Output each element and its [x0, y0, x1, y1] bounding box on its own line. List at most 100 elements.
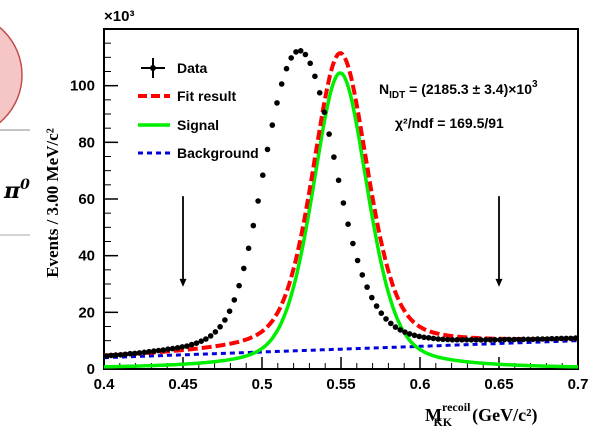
data-point	[207, 333, 214, 339]
data-point	[354, 257, 361, 264]
data-point	[383, 316, 389, 322]
data-point	[260, 172, 266, 178]
y-axis-label: Events / 3.00 MeV/c²	[43, 128, 62, 278]
data-point	[283, 65, 290, 72]
data-point	[568, 335, 574, 342]
data-point	[264, 146, 271, 153]
data-point	[236, 282, 242, 289]
y-tick-label: 60	[78, 191, 95, 208]
data-point	[459, 337, 465, 343]
data-point	[539, 336, 546, 342]
data-point	[326, 131, 332, 137]
data-point	[563, 335, 569, 342]
data-point	[430, 335, 437, 342]
data-point	[307, 60, 314, 67]
data-point	[179, 344, 185, 350]
data-point	[402, 329, 408, 336]
data-point	[226, 308, 233, 315]
data-point	[217, 324, 223, 330]
data-point	[136, 350, 143, 356]
data-point	[255, 198, 261, 204]
data-point	[193, 340, 200, 347]
data-point	[103, 353, 110, 359]
data-point	[174, 345, 181, 351]
data-point	[397, 327, 404, 333]
data-point	[435, 336, 442, 342]
x-tick-label: 0.4	[94, 376, 116, 393]
data-point	[473, 337, 479, 343]
data-point	[241, 265, 247, 272]
data-point	[160, 347, 166, 353]
data-point	[416, 333, 423, 340]
data-point	[497, 337, 503, 343]
axes: 0.4 0.45 0.5 0.55 0.6 0.65 0.7 0 20 40 60 80 100	[70, 28, 589, 393]
selection-arrow-head	[495, 278, 503, 287]
data-point	[312, 73, 318, 80]
data-point	[132, 350, 138, 357]
legend-label-fit: Fit result	[177, 88, 236, 104]
y-tick-label: 100	[70, 78, 95, 95]
data-point	[511, 336, 517, 343]
data-point	[146, 348, 152, 355]
data-point	[321, 109, 328, 116]
pi0-symbol: π0	[3, 177, 30, 204]
data-point	[534, 336, 541, 342]
data-point	[222, 317, 228, 323]
data-point	[203, 336, 209, 342]
legend-data-marker	[141, 58, 165, 78]
legend-label-background: Background	[177, 145, 259, 161]
data-point	[520, 336, 527, 343]
legend: Data Fit result Signal Background	[138, 58, 259, 161]
data-point	[411, 332, 418, 339]
data-point	[184, 343, 190, 349]
x-tick-label: 0.65	[484, 376, 513, 393]
data-point	[231, 297, 238, 303]
data-point	[449, 337, 456, 343]
data-point	[406, 331, 413, 337]
data-point	[122, 351, 129, 358]
x-tick-label: 0.45	[168, 376, 197, 393]
data-point	[350, 240, 356, 247]
data-point	[293, 49, 299, 55]
data-point	[269, 122, 276, 128]
data-point	[340, 200, 347, 206]
data-point	[331, 154, 337, 160]
fit-curves	[103, 51, 579, 369]
data-point	[444, 336, 451, 343]
data-point	[373, 303, 380, 309]
y-tick-label: 20	[78, 304, 95, 321]
y-multiplier: ×10³	[104, 8, 134, 25]
x-tick-label: 0.55	[326, 376, 355, 393]
x-axis-label: Mrecoil KK (GeV/c²)	[425, 400, 537, 429]
annotation-n-idt: NIDT = (2185.3 ± 3.4)×103	[379, 79, 538, 101]
data-point	[525, 336, 531, 343]
data-point	[288, 55, 295, 61]
annotation-chi2: χ²/ndf = 169.5/91	[395, 115, 504, 131]
data-point	[516, 336, 522, 343]
data-point	[454, 337, 460, 343]
data-points	[103, 48, 579, 359]
data-point	[558, 335, 565, 342]
clipped-pink-circle	[0, 26, 23, 124]
data-point	[250, 222, 257, 229]
data-point	[544, 336, 550, 342]
y-tick-label: 0	[87, 361, 95, 378]
data-point	[388, 320, 394, 327]
data-point	[165, 346, 171, 353]
data-point	[392, 324, 399, 330]
selection-arrow-head	[179, 278, 187, 287]
data-point	[151, 348, 157, 354]
data-point	[482, 337, 489, 343]
data-point	[359, 272, 366, 278]
x-tick-label: 0.5	[252, 376, 273, 393]
data-point	[478, 337, 484, 343]
data-point	[108, 352, 114, 359]
y-tick-label: 40	[78, 248, 95, 265]
x-tick-label: 0.7	[568, 376, 589, 393]
data-point	[316, 90, 323, 96]
background-curve	[103, 339, 578, 360]
data-point	[440, 336, 446, 343]
data-point	[421, 334, 427, 341]
data-point	[530, 336, 536, 343]
data-point	[487, 337, 494, 343]
